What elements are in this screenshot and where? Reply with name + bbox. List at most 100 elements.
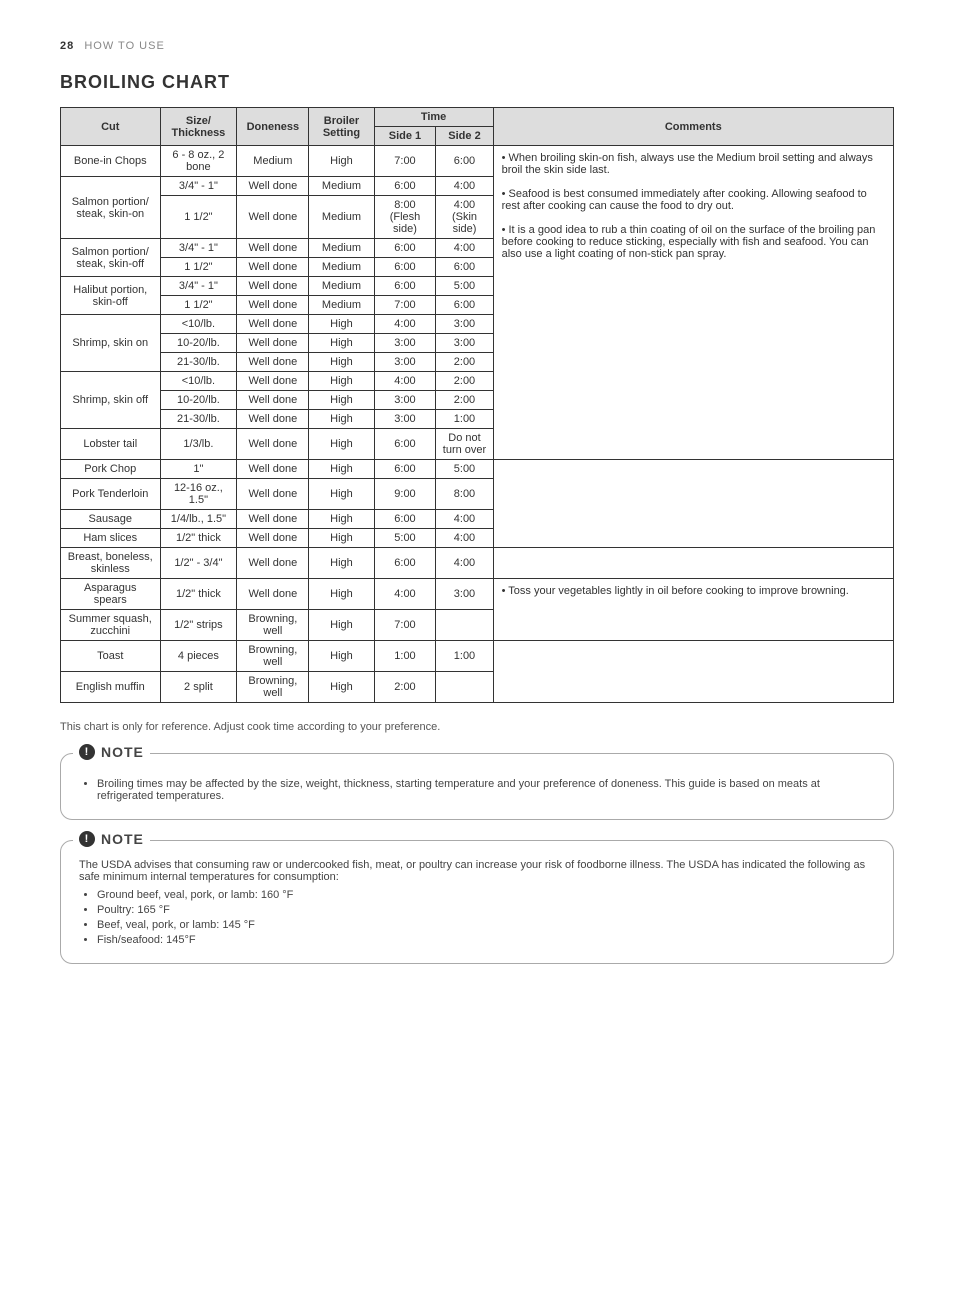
cell-broiler: Medium [309, 277, 374, 296]
table-header: Cut Size/ Thickness Doneness Broiler Set… [61, 108, 894, 146]
cell-doneness: Well done [237, 372, 309, 391]
cell-doneness: Well done [237, 334, 309, 353]
cell-cut: English muffin [61, 672, 161, 703]
cell-cut: Lobster tail [61, 429, 161, 460]
cell-s1: 6:00 [374, 239, 436, 258]
cell-doneness: Well done [237, 548, 309, 579]
cell-size: 21-30/lb. [160, 353, 237, 372]
cell-s2: 1:00 [436, 410, 493, 429]
cell-s2: 5:00 [436, 277, 493, 296]
col-size: Size/ Thickness [160, 108, 237, 146]
cell-s2 [436, 672, 493, 703]
bullet-item: Beef, veal, pork, or lamb: 145 °F [97, 919, 875, 931]
cell-s1: 3:00 [374, 334, 436, 353]
reference-note: This chart is only for reference. Adjust… [60, 721, 894, 733]
cell-broiler: High [309, 460, 374, 479]
cell-s2: 2:00 [436, 353, 493, 372]
cell-doneness: Well done [237, 429, 309, 460]
cell-size: 1/2" thick [160, 529, 237, 548]
cell-broiler: Medium [309, 258, 374, 277]
note-box-2: ! NOTE The USDA advises that consuming r… [60, 840, 894, 964]
cell-s1: 4:00 [374, 372, 436, 391]
cell-comments [493, 460, 893, 548]
cell-doneness: Well done [237, 479, 309, 510]
cell-size: 1/3/lb. [160, 429, 237, 460]
cell-doneness: Well done [237, 258, 309, 277]
bullet-item: Fish/seafood: 145°F [97, 934, 875, 946]
cell-size: 1 1/2" [160, 258, 237, 277]
cell-s1: 6:00 [374, 510, 436, 529]
page-header: 28 HOW TO USE [60, 40, 894, 52]
cell-s2: 5:00 [436, 460, 493, 479]
cell-size: 1/2" strips [160, 610, 237, 641]
cell-s1: 6:00 [374, 429, 436, 460]
bullet-item: Poultry: 165 °F [97, 904, 875, 916]
cell-s1: 7:00 [374, 146, 436, 177]
cell-size: 3/4" - 1" [160, 239, 237, 258]
note-label-text: NOTE [101, 744, 144, 760]
cell-s2: 4:00 [436, 239, 493, 258]
cell-size: 12-16 oz., 1.5" [160, 479, 237, 510]
cell-cut: Sausage [61, 510, 161, 529]
col-side1: Side 1 [374, 127, 436, 146]
cell-s1: 3:00 [374, 410, 436, 429]
cell-broiler: Medium [309, 196, 374, 239]
cell-cut: Shrimp, skin on [61, 315, 161, 372]
cell-broiler: High [309, 610, 374, 641]
table-row: Toast4 piecesBrowning, wellHigh1:001:00 [61, 641, 894, 672]
cell-s1: 8:00 (Flesh side) [374, 196, 436, 239]
cell-broiler: High [309, 146, 374, 177]
cell-doneness: Well done [237, 579, 309, 610]
cell-s1: 1:00 [374, 641, 436, 672]
cell-doneness: Well done [237, 277, 309, 296]
cell-size: 1/2" - 3/4" [160, 548, 237, 579]
cell-size: 6 - 8 oz., 2 bone [160, 146, 237, 177]
cell-size: 1 1/2" [160, 196, 237, 239]
cell-cut: Breast, boneless, skinless [61, 548, 161, 579]
cell-broiler: Medium [309, 239, 374, 258]
cell-cut: Salmon portion/ steak, skin-on [61, 177, 161, 239]
cell-broiler: Medium [309, 177, 374, 196]
table-row: Pork Chop1"Well doneHigh6:005:00 [61, 460, 894, 479]
cell-broiler: High [309, 429, 374, 460]
col-comments: Comments [493, 108, 893, 146]
cell-s1: 7:00 [374, 610, 436, 641]
col-doneness: Doneness [237, 108, 309, 146]
cell-s2: 1:00 [436, 641, 493, 672]
col-cut: Cut [61, 108, 161, 146]
page-number: 28 [60, 40, 74, 52]
cell-cut: Toast [61, 641, 161, 672]
note-box-1: ! NOTE Broiling times may be affected by… [60, 753, 894, 820]
col-side2: Side 2 [436, 127, 493, 146]
cell-broiler: High [309, 641, 374, 672]
cell-broiler: Medium [309, 296, 374, 315]
cell-s1: 7:00 [374, 296, 436, 315]
col-time: Time [374, 108, 493, 127]
cell-broiler: High [309, 529, 374, 548]
broiling-table: Cut Size/ Thickness Doneness Broiler Set… [60, 107, 894, 703]
cell-doneness: Well done [237, 510, 309, 529]
cell-s2: 6:00 [436, 146, 493, 177]
cell-comments: • When broiling skin-on fish, always use… [493, 146, 893, 460]
cell-s1: 6:00 [374, 548, 436, 579]
cell-cut: Asparagus spears [61, 579, 161, 610]
cell-doneness: Well done [237, 410, 309, 429]
cell-broiler: High [309, 548, 374, 579]
cell-broiler: High [309, 479, 374, 510]
cell-size: 1" [160, 460, 237, 479]
cell-doneness: Browning, well [237, 672, 309, 703]
cell-doneness: Well done [237, 296, 309, 315]
cell-comments: • Toss your vegetables lightly in oil be… [493, 579, 893, 641]
cell-s2: 8:00 [436, 479, 493, 510]
cell-s2: 4:00 [436, 510, 493, 529]
cell-s1: 9:00 [374, 479, 436, 510]
cell-s2: Do not turn over [436, 429, 493, 460]
cell-doneness: Well done [237, 529, 309, 548]
cell-doneness: Well done [237, 177, 309, 196]
cell-s2: 4:00 [436, 548, 493, 579]
cell-size: 2 split [160, 672, 237, 703]
cell-s1: 2:00 [374, 672, 436, 703]
cell-s1: 6:00 [374, 177, 436, 196]
cell-s1: 5:00 [374, 529, 436, 548]
cell-cut: Salmon portion/ steak, skin-off [61, 239, 161, 277]
